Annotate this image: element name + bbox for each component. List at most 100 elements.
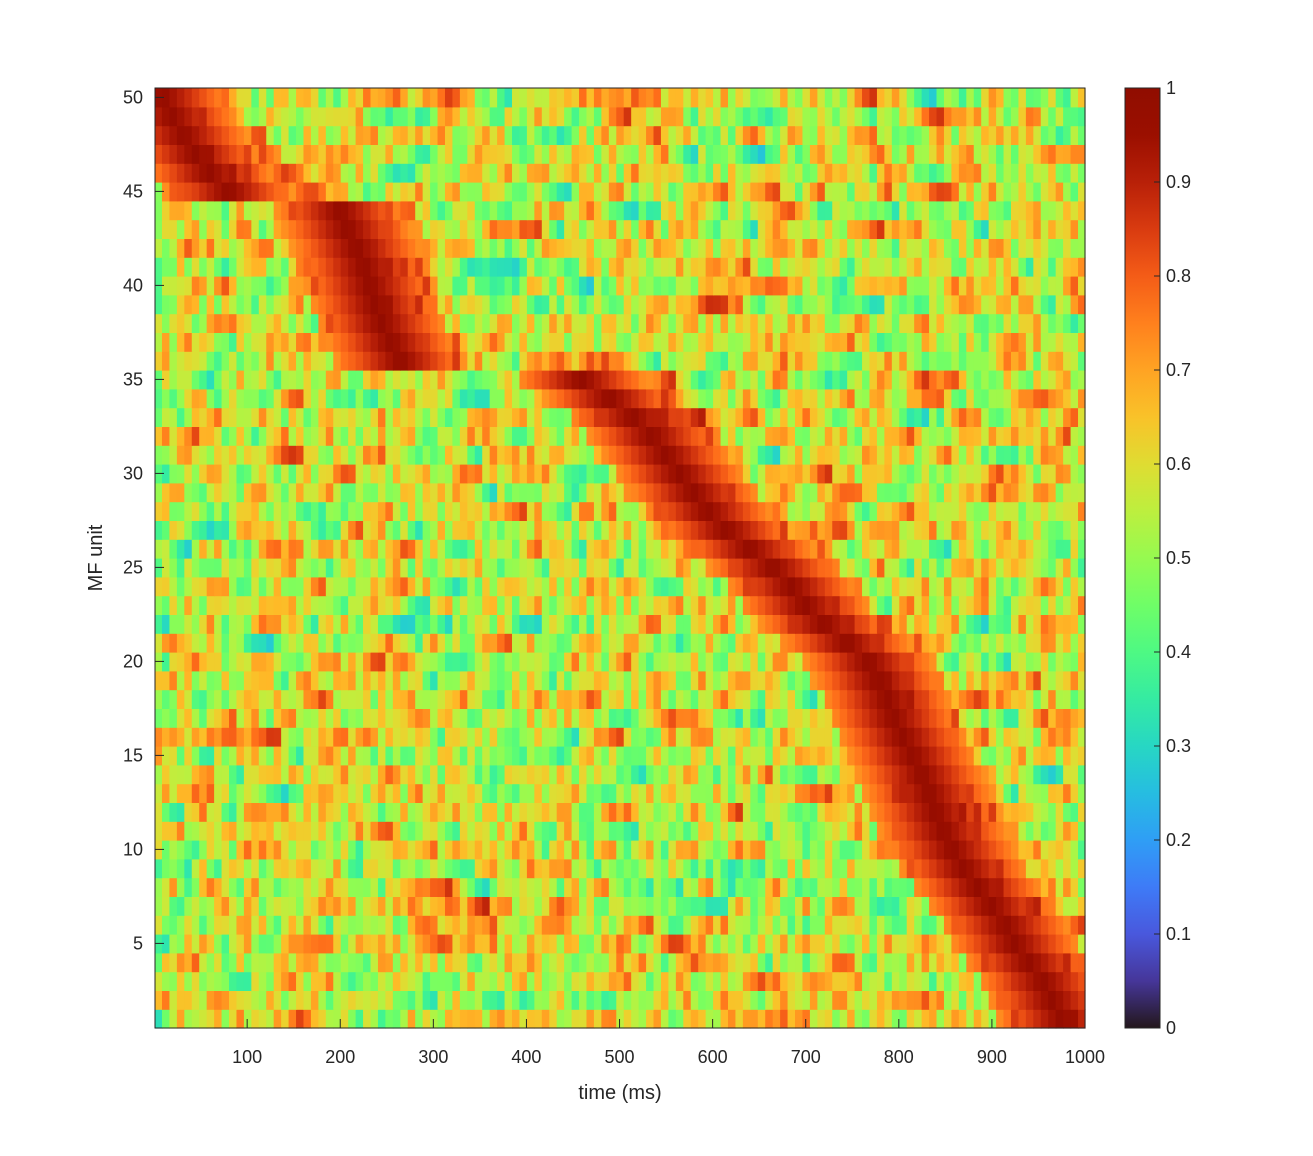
heatmap-cell <box>824 821 833 841</box>
heatmap-cell <box>929 558 938 578</box>
heatmap-cell <box>683 915 692 935</box>
heatmap-cell <box>660 539 670 559</box>
heatmap-cell <box>981 614 990 634</box>
heatmap-cell <box>817 558 826 578</box>
heatmap-cell <box>489 990 498 1010</box>
heatmap-cell <box>191 294 200 315</box>
heatmap-cell <box>251 971 260 991</box>
heatmap-cell <box>519 614 528 634</box>
heatmap-cell <box>921 576 930 597</box>
heatmap-cell <box>504 332 513 352</box>
heatmap-cell <box>675 840 684 860</box>
heatmap-cell <box>519 990 528 1010</box>
heatmap-cell <box>161 595 171 615</box>
heatmap-cell <box>631 840 640 860</box>
heatmap-cell <box>698 689 707 709</box>
heatmap-cell <box>683 990 692 1010</box>
heatmap-cell <box>601 764 610 785</box>
heatmap-cell <box>668 294 677 315</box>
heatmap-cell <box>556 670 565 691</box>
heatmap-cell <box>988 445 997 465</box>
heatmap-cell <box>847 840 856 860</box>
heatmap-cell <box>824 370 833 390</box>
heatmap-cell <box>906 539 915 559</box>
heatmap-cell <box>608 445 617 465</box>
heatmap-cell <box>318 708 327 728</box>
heatmap-cell <box>385 276 394 296</box>
heatmap-cell <box>355 351 364 371</box>
heatmap-cell <box>675 746 684 766</box>
heatmap-cell <box>586 840 595 860</box>
heatmap-cell <box>1040 764 1049 785</box>
heatmap-cell <box>333 520 342 540</box>
heatmap-cell <box>713 351 722 371</box>
heatmap-cell <box>795 821 804 841</box>
heatmap-cell <box>310 370 319 390</box>
heatmap-cell <box>549 332 558 352</box>
heatmap-cell <box>742 952 751 973</box>
heatmap-cell <box>444 783 454 803</box>
heatmap-cell <box>467 990 476 1010</box>
heatmap-cell <box>713 445 722 465</box>
heatmap-cell <box>809 727 818 747</box>
heatmap-cell <box>236 764 245 785</box>
heatmap-cell <box>757 501 766 521</box>
heatmap-cell <box>437 351 446 371</box>
heatmap-cell <box>296 407 305 427</box>
heatmap-cell <box>258 539 267 559</box>
heatmap-cell <box>631 952 640 973</box>
heatmap-cell <box>385 708 394 728</box>
heatmap-cell <box>512 276 521 296</box>
heatmap-cell <box>229 539 238 559</box>
heatmap-cell <box>593 595 602 615</box>
heatmap-cell <box>444 1009 454 1029</box>
heatmap-cell <box>206 652 215 672</box>
heatmap-cell <box>258 576 267 597</box>
heatmap-cell <box>795 351 804 371</box>
heatmap-cell <box>273 558 282 578</box>
heatmap-cell <box>854 896 863 916</box>
heatmap-cell <box>772 783 781 803</box>
heatmap-cell <box>616 407 625 427</box>
heatmap-cell <box>757 1009 766 1029</box>
heatmap-cell <box>273 313 282 333</box>
heatmap-cell <box>891 426 900 446</box>
heatmap-cell <box>370 614 379 634</box>
heatmap-cell <box>176 595 185 615</box>
heatmap-cell <box>727 313 737 333</box>
heatmap-cell <box>385 407 394 427</box>
heatmap-cell <box>161 445 171 465</box>
heatmap-cell <box>876 915 885 935</box>
heatmap-cell <box>1078 934 1086 954</box>
heatmap-cell <box>884 934 893 954</box>
heatmap-cell <box>735 915 744 935</box>
heatmap-cell <box>690 952 699 973</box>
heatmap-cell <box>727 896 737 916</box>
heatmap-cell <box>184 614 193 634</box>
heatmap-cell <box>474 971 483 991</box>
heatmap-cell <box>392 332 401 352</box>
heatmap-cell <box>757 858 766 879</box>
heatmap-cell <box>601 670 610 691</box>
heatmap-cell <box>683 426 692 446</box>
heatmap-cell <box>973 388 982 409</box>
heatmap-cell <box>787 689 796 709</box>
heatmap-cell <box>318 426 327 446</box>
heatmap-cell <box>809 482 818 503</box>
heatmap-cell <box>437 896 446 916</box>
heatmap-cell <box>601 821 610 841</box>
heatmap-cell <box>415 1009 424 1029</box>
heatmap-cell <box>407 915 416 935</box>
heatmap-cell <box>191 482 200 503</box>
heatmap-cell <box>184 971 193 991</box>
heatmap-cell <box>1025 482 1034 503</box>
heatmap-cell <box>556 727 565 747</box>
heatmap-cell <box>236 464 245 484</box>
heatmap-cell <box>1063 670 1072 691</box>
heatmap-cell <box>370 313 379 333</box>
heatmap-cell <box>333 652 342 672</box>
heatmap-cell <box>333 915 342 935</box>
heatmap-cell <box>690 783 699 803</box>
heatmap-cell <box>296 802 305 822</box>
heatmap-cell <box>221 934 230 954</box>
